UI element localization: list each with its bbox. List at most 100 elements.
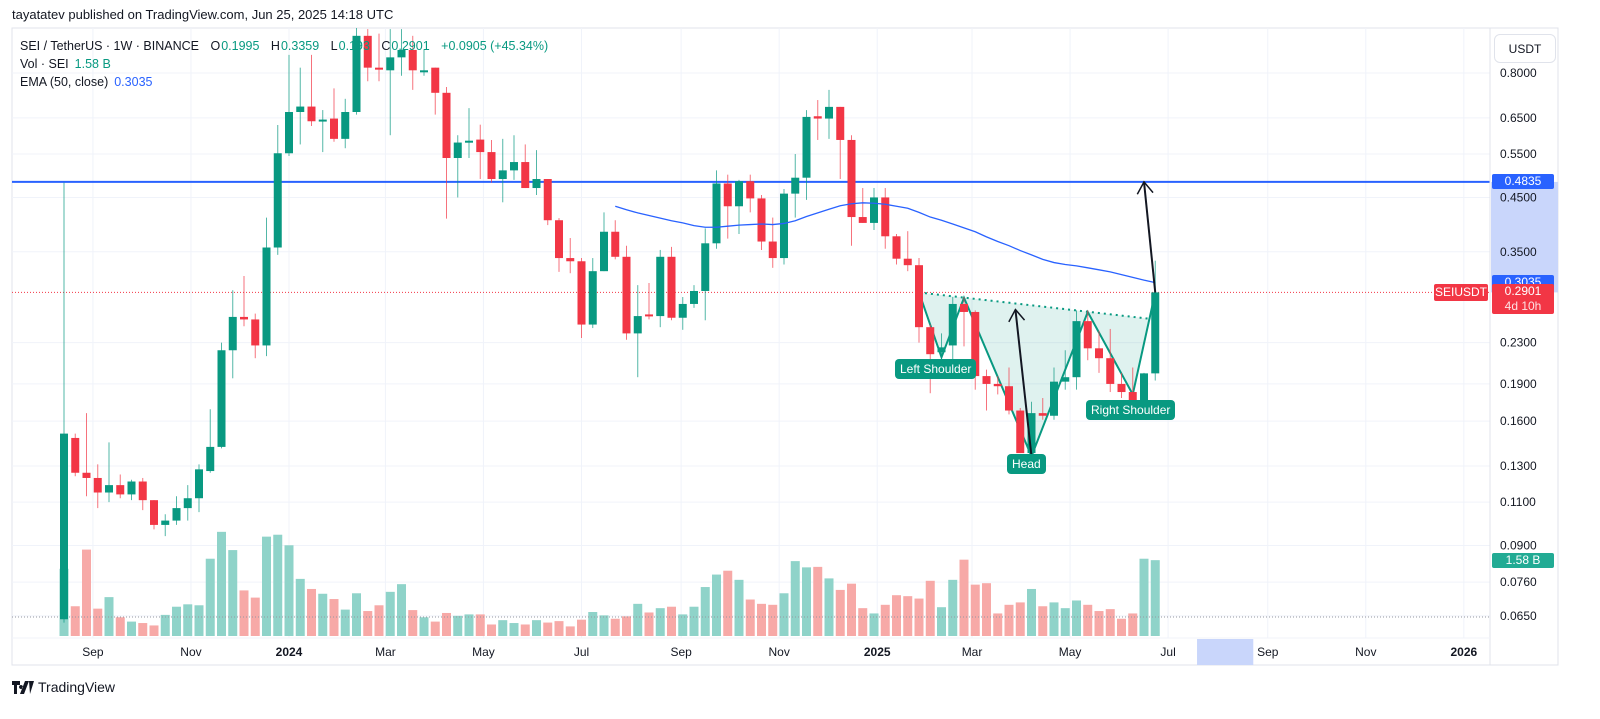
candle-up	[712, 183, 721, 244]
candle-up	[352, 35, 361, 113]
candle-down	[881, 197, 890, 237]
volume-bar	[925, 580, 935, 636]
candle-down	[971, 311, 980, 377]
candle-up	[262, 247, 271, 346]
ema-line	[615, 202, 1156, 284]
candle-down	[813, 116, 822, 119]
price-tick-label: 0.1600	[1500, 414, 1537, 428]
candle-down	[363, 35, 372, 68]
volume-tag: 1.58 B	[1492, 552, 1554, 568]
candle-down	[577, 261, 586, 325]
change-value: +0.0905 (+45.34%)	[441, 39, 549, 53]
volume-bar	[835, 589, 845, 636]
candle-up	[195, 469, 203, 499]
volume-label[interactable]: Vol · SEI	[20, 57, 69, 71]
candle-up	[1061, 377, 1070, 382]
volume-bar	[1072, 600, 1081, 636]
candle-up	[678, 303, 687, 318]
volume-bar	[228, 550, 238, 636]
volume-bar	[340, 609, 350, 636]
right-shoulder-label[interactable]: Right Shoulder	[1086, 400, 1176, 420]
candle-up	[498, 170, 507, 180]
open-value: 0.1995	[221, 39, 260, 53]
volume-bar	[824, 578, 834, 636]
candle-down	[667, 256, 676, 318]
candle-down	[723, 183, 732, 207]
volume-bar	[1049, 602, 1059, 636]
candle-up	[870, 197, 878, 223]
price-tick-label: 0.2300	[1500, 336, 1537, 350]
volume-bar	[138, 623, 148, 636]
volume-bar	[453, 615, 463, 636]
arrow-drawings[interactable]	[1008, 180, 1157, 457]
volume-bar	[1038, 606, 1048, 636]
candle-up	[937, 347, 946, 353]
candle-up	[1140, 373, 1148, 407]
candle-up	[183, 498, 192, 509]
legend-symbol-row: SEI / TetherUS · 1W · BINANCE O0.1995 H0…	[20, 39, 556, 53]
volume-bar	[104, 597, 114, 636]
candle-up	[273, 153, 282, 248]
close-value: 0.2901	[391, 39, 430, 53]
volume-bar	[295, 578, 305, 636]
candle-down	[892, 236, 901, 259]
symbol-name[interactable]: SEI / TetherUS · 1W · BINANCE	[20, 39, 199, 53]
volume-bar	[790, 561, 800, 636]
volume-bar	[262, 536, 271, 636]
price-range-highlight	[1491, 181, 1558, 293]
ema-label[interactable]: EMA (50, close)	[20, 75, 109, 89]
candle-up	[656, 256, 665, 317]
volume-bar	[1128, 613, 1138, 636]
volume-bar	[869, 613, 879, 636]
candle-up	[318, 119, 327, 122]
candle-down	[431, 67, 440, 93]
volume-bar	[847, 583, 856, 636]
candle-up	[453, 142, 462, 159]
volume-bar	[329, 599, 339, 636]
volume-bar	[813, 566, 823, 636]
currency-button[interactable]: USDT	[1494, 34, 1556, 63]
volume-bar	[655, 608, 665, 636]
volume-bar	[948, 579, 958, 636]
time-tick-label: Nov	[1355, 645, 1376, 659]
last-price: 0.2901	[1504, 284, 1542, 299]
volume-bar	[273, 534, 283, 636]
volume-bar	[1060, 608, 1070, 636]
candle-down	[566, 258, 575, 262]
head-label[interactable]: Head	[1007, 454, 1046, 474]
candle-down	[993, 383, 1002, 387]
low-value: 0.193	[338, 39, 370, 53]
tradingview-logo[interactable]: TradingView	[12, 679, 115, 695]
volume-bar	[1094, 611, 1104, 636]
left-shoulder-label[interactable]: Left Shoulder	[895, 359, 977, 379]
time-tick-label: Jul	[1160, 645, 1175, 659]
price-tick-label: 0.3500	[1500, 245, 1537, 259]
arrow-line	[1143, 181, 1157, 293]
candle-down	[521, 162, 530, 189]
candle-up	[690, 290, 698, 304]
candle-down	[611, 231, 620, 257]
ema-value: 0.3035	[114, 75, 153, 89]
volume-bar	[160, 614, 170, 636]
candle-up	[600, 231, 608, 272]
candle-down	[926, 327, 935, 355]
volume-bar	[970, 584, 980, 636]
volume-bar	[633, 603, 643, 636]
candle-down	[476, 139, 485, 153]
time-range-highlight	[1197, 639, 1254, 665]
volume-bar	[82, 549, 91, 636]
candle-down	[645, 314, 653, 317]
time-tick-label: May	[472, 645, 495, 659]
candle-down	[240, 316, 248, 320]
volume-bar	[464, 614, 474, 636]
volume-bar	[509, 623, 519, 636]
volume-bar	[194, 605, 204, 636]
publish-info: tayatatev published on TradingView.com, …	[12, 7, 394, 22]
candle-up	[802, 116, 811, 178]
volume-bar	[498, 620, 508, 636]
candle-up	[633, 316, 642, 334]
candle-up	[341, 112, 350, 139]
open-label: O	[210, 39, 221, 53]
volume-bar	[115, 617, 125, 636]
